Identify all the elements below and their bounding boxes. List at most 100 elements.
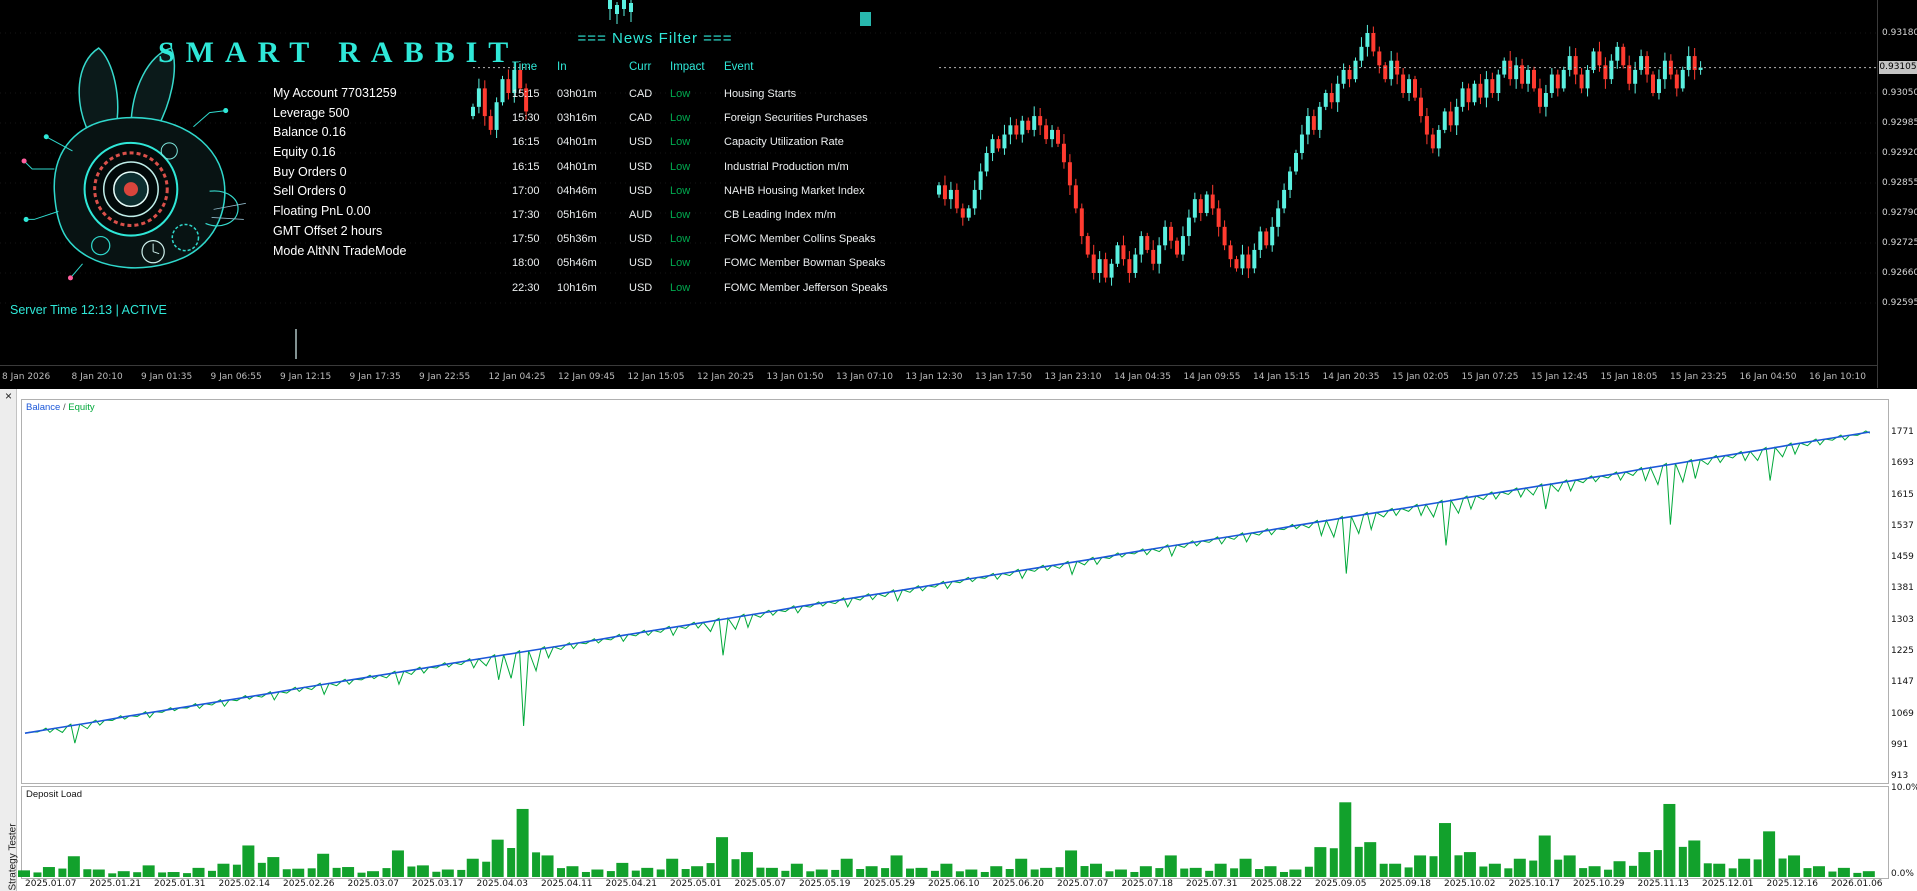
account-info-line: Buy Orders 0 [273,164,347,179]
account-info-line: Mode AltNN TradeMode [273,243,407,258]
time-axis-label: 15 Jan 12:45 [1531,372,1588,382]
balance-equity-chart-frame[interactable] [21,399,1889,784]
strategy-tester-panel: × Strategy Tester Balance / Equity Depos… [0,389,1917,891]
news-cell: CAD [629,88,653,100]
news-row: 16:15 04h01m USD Low Capacity Utilization Ra… [500,136,930,156]
news-cell: 03h01m [557,88,597,100]
rabbit-logo [12,40,264,290]
news-cell: 17:00 [512,184,540,197]
news-cell: 10h16m [557,281,597,294]
price-chart-panel[interactable]: SMART RABBIT My Account 77031259 Leverage… [0,0,1917,389]
news-column-headers: Time In Curr Impact Event [500,61,930,81]
news-cell: FOMC Member Collins Speaks [724,233,876,246]
time-axis[interactable]: 8 Jan 2026 8 Jan 20:10 9 Jan 01:35 9 Jan 06… [0,365,1877,389]
news-cell: 16:15 [512,136,540,149]
news-col-event: Event [724,61,754,73]
news-cell: 17:30 [512,209,540,221]
deposit-axis-min: 0.0% [1891,869,1914,879]
tester-y-tick: 1459 [1891,552,1914,563]
tester-date-label: 2025.05.07 [734,879,787,889]
news-col-impact: Impact [670,61,705,73]
tester-date-label: 2025.01.07 [25,879,77,889]
account-info-line: My Account 77031259 [273,86,397,100]
tester-date-label: 2025.06.20 [992,879,1045,889]
tester-date-label: 2025.04.11 [541,879,593,889]
close-icon[interactable]: × [4,389,12,403]
news-cell: 15:30 [512,112,540,125]
time-axis-label: 9 Jan 17:35 [349,372,401,382]
news-cell: NAHB Housing Market Index [724,184,865,197]
tester-date-label: 2025.09.05 [1315,879,1367,889]
news-col-in: In [557,61,567,73]
deposit-load-label: Deposit Load [26,789,82,800]
account-info-line: Balance 0.16 [273,125,346,140]
news-cell: Low [670,112,691,125]
tester-date-label: 2025.02.14 [218,879,271,889]
time-axis-label: 14 Jan 15:15 [1253,372,1310,382]
news-row: 15:15 03h01m CAD Low Housing Starts [500,88,930,108]
tester-date-label: 2025.05.01 [670,879,722,889]
time-axis-label: 16 Jan 04:50 [1739,372,1797,382]
price-axis-label: 0.92660 [1882,268,1917,278]
tester-y-tick: 1537 [1891,520,1914,531]
legend-balance: Balance [26,402,61,413]
tester-date-label: 2025.07.18 [1121,879,1174,889]
account-info-line: Floating PnL 0.00 [273,204,371,219]
news-filter-panel: === News Filter === Time In Curr Impact Even… [500,30,930,296]
time-axis-label: 8 Jan 2026 [2,372,51,382]
rabbit-logo-image [21,47,246,281]
news-cell: Low [670,184,691,197]
time-axis-label: 12 Jan 15:05 [627,372,685,382]
server-time-status: Server Time 12:13 | ACTIVE [10,303,167,317]
tester-y-tick: 1381 [1891,583,1914,594]
news-cell: USD [629,136,653,149]
deposit-load-chart-frame[interactable] [21,786,1889,879]
news-cell: Low [670,88,691,100]
tester-date-label: 2025.12.01 [1702,879,1754,889]
time-axis-label: 13 Jan 01:50 [766,372,824,382]
tester-date-label: 2025.05.19 [799,879,851,889]
news-filter-title: === News Filter === [577,30,733,47]
price-axis-label: 0.92920 [1882,148,1917,158]
news-cell: USD [629,160,653,173]
tester-date-label: 2025.10.17 [1508,879,1561,889]
price-axis-label: 0.92790 [1882,208,1917,218]
tester-y-tick: 1771 [1891,427,1914,437]
news-cell: USD [629,257,653,270]
tester-date-label: 2025.07.07 [1057,879,1109,889]
chart-legend: Balance / Equity [26,402,95,413]
tester-date-label: 2025.06.10 [928,879,980,889]
news-cell: Low [670,233,691,246]
price-axis-label: 0.92855 [1882,178,1917,188]
tester-date-label: 2025.12.16 [1766,879,1819,889]
news-cell: 16:15 [512,160,540,173]
tester-y-tick: 1693 [1891,458,1914,469]
price-axis[interactable]: 0.93180 0.93050 0.92985 0.92920 0.92855 0.927… [1877,0,1917,388]
tester-date-label: 2025.03.07 [347,879,400,889]
time-axis-label: 13 Jan 12:30 [905,372,963,382]
brand-title: SMART RABBIT [158,36,520,69]
time-axis-label: 12 Jan 04:25 [488,372,546,382]
tester-date-label: 2025.05.29 [863,879,916,889]
strategy-tester-tab[interactable]: Strategy Tester [7,823,19,891]
news-row: 17:30 05h16m AUD Low CB Leading Index m/m [500,209,930,229]
candlestick-chart[interactable] [0,0,1877,365]
news-cell: 17:50 [512,233,540,246]
tester-side-strip: × Strategy Tester [0,389,19,891]
news-cell: 04h46m [557,184,597,197]
news-cell: AUD [629,209,653,221]
account-info: My Account 77031259 Leverage 500 Balance 0… [273,84,406,261]
time-axis-label: 15 Jan 02:05 [1392,372,1449,382]
tester-date-label: 2025.01.31 [154,879,206,889]
news-cell: CB Leading Index m/m [724,209,836,221]
tester-date-label: 2026.01.06 [1831,879,1883,889]
time-axis-label: 12 Jan 09:45 [558,372,615,382]
account-info-line: Sell Orders 0 [273,184,346,199]
news-cell: Capacity Utilization Rate [724,136,844,149]
tester-date-label: 2025.04.21 [605,879,658,889]
time-axis-label: 13 Jan 17:50 [975,372,1032,382]
news-cell: USD [629,281,653,294]
news-cell: Housing Starts [724,88,797,100]
news-row: 16:15 04h01m USD Low Industrial Production m… [500,161,930,181]
time-axis-label: 9 Jan 12:15 [280,372,332,382]
